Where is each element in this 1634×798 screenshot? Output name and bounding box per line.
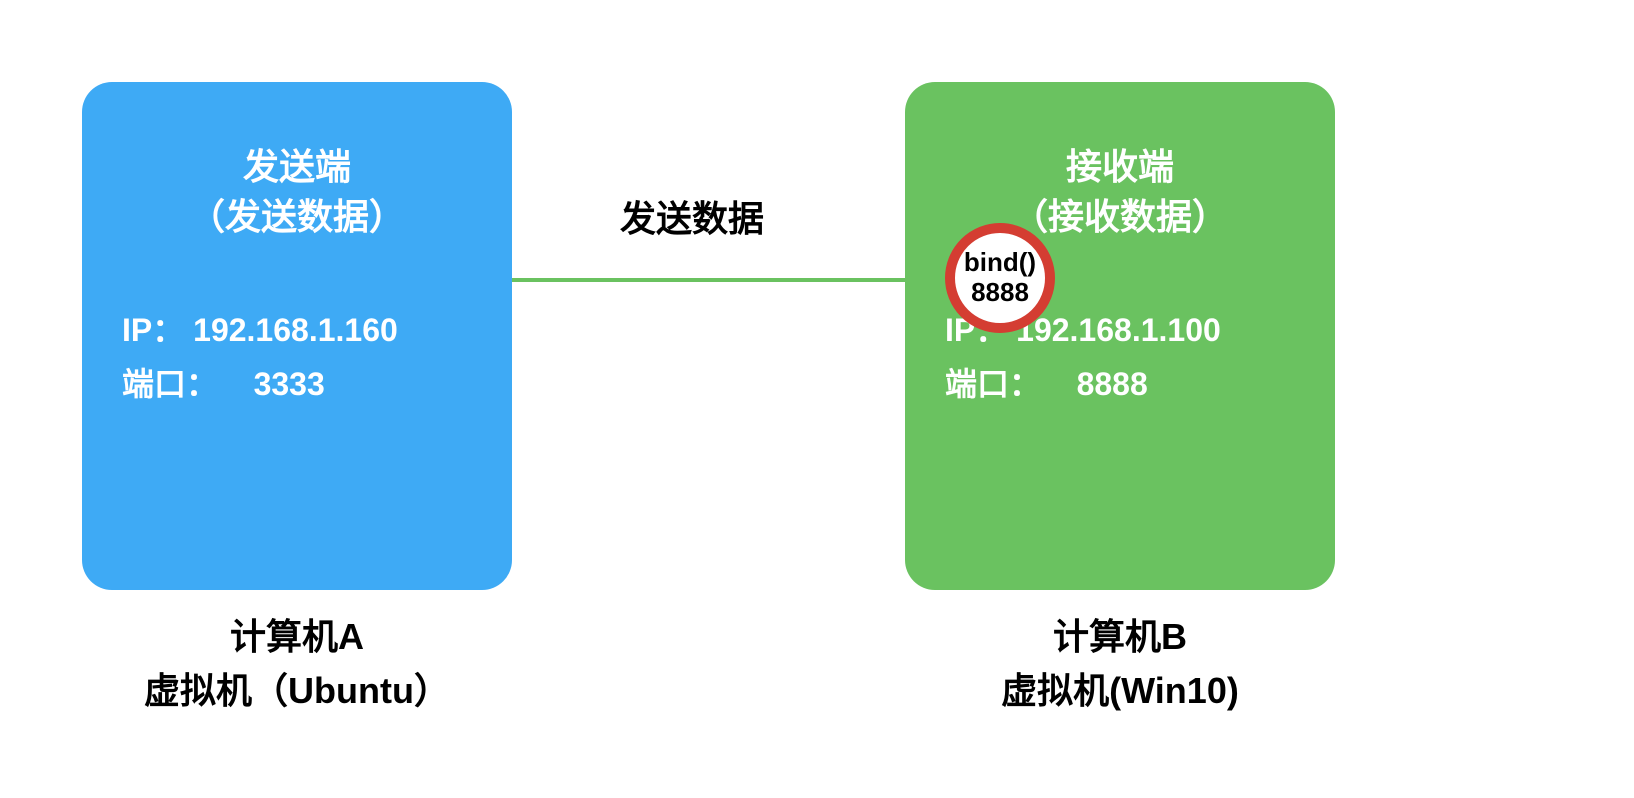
receiver-caption-line1: 计算机B	[905, 610, 1335, 664]
bind-port: 8888	[971, 278, 1029, 308]
sender-ip-value: 192.168.1.160	[193, 312, 398, 348]
sender-caption: 计算机A 虚拟机（Ubuntu）	[82, 610, 512, 718]
sender-ip-label: IP：	[122, 312, 184, 348]
sender-subtitle: （发送数据）	[112, 192, 482, 242]
receiver-caption: 计算机B 虚拟机(Win10)	[905, 610, 1335, 718]
receiver-port-label: 端口：	[945, 366, 1041, 402]
edge-line	[512, 278, 940, 282]
edge-label: 发送数据	[620, 190, 764, 242]
receiver-ip-value: 192.168.1.100	[1016, 312, 1221, 348]
bind-port-badge: bind() 8888	[945, 223, 1055, 333]
sender-title-block: 发送端 （发送数据）	[112, 142, 482, 243]
receiver-port-row: 端口： 8888	[945, 357, 1305, 411]
sender-port-row: 端口： 3333	[122, 357, 482, 411]
sender-caption-line2: 虚拟机（Ubuntu）	[82, 664, 512, 718]
sender-port-value: 3333	[254, 366, 325, 402]
sender-title: 发送端	[112, 142, 482, 192]
receiver-port-value: 8888	[1077, 366, 1148, 402]
sender-ip-row: IP： 192.168.1.160	[122, 303, 482, 357]
sender-caption-line1: 计算机A	[82, 610, 512, 664]
sender-port-label: 端口：	[122, 366, 218, 402]
receiver-node: 接收端 （接收数据） IP： 192.168.1.100 端口： 8888	[905, 82, 1335, 590]
sender-info: IP： 192.168.1.160 端口： 3333	[112, 303, 482, 412]
receiver-title: 接收端	[935, 142, 1305, 192]
sender-node: 发送端 （发送数据） IP： 192.168.1.160 端口： 3333	[82, 82, 512, 590]
bind-label: bind()	[964, 248, 1036, 278]
receiver-caption-line2: 虚拟机(Win10)	[905, 664, 1335, 718]
